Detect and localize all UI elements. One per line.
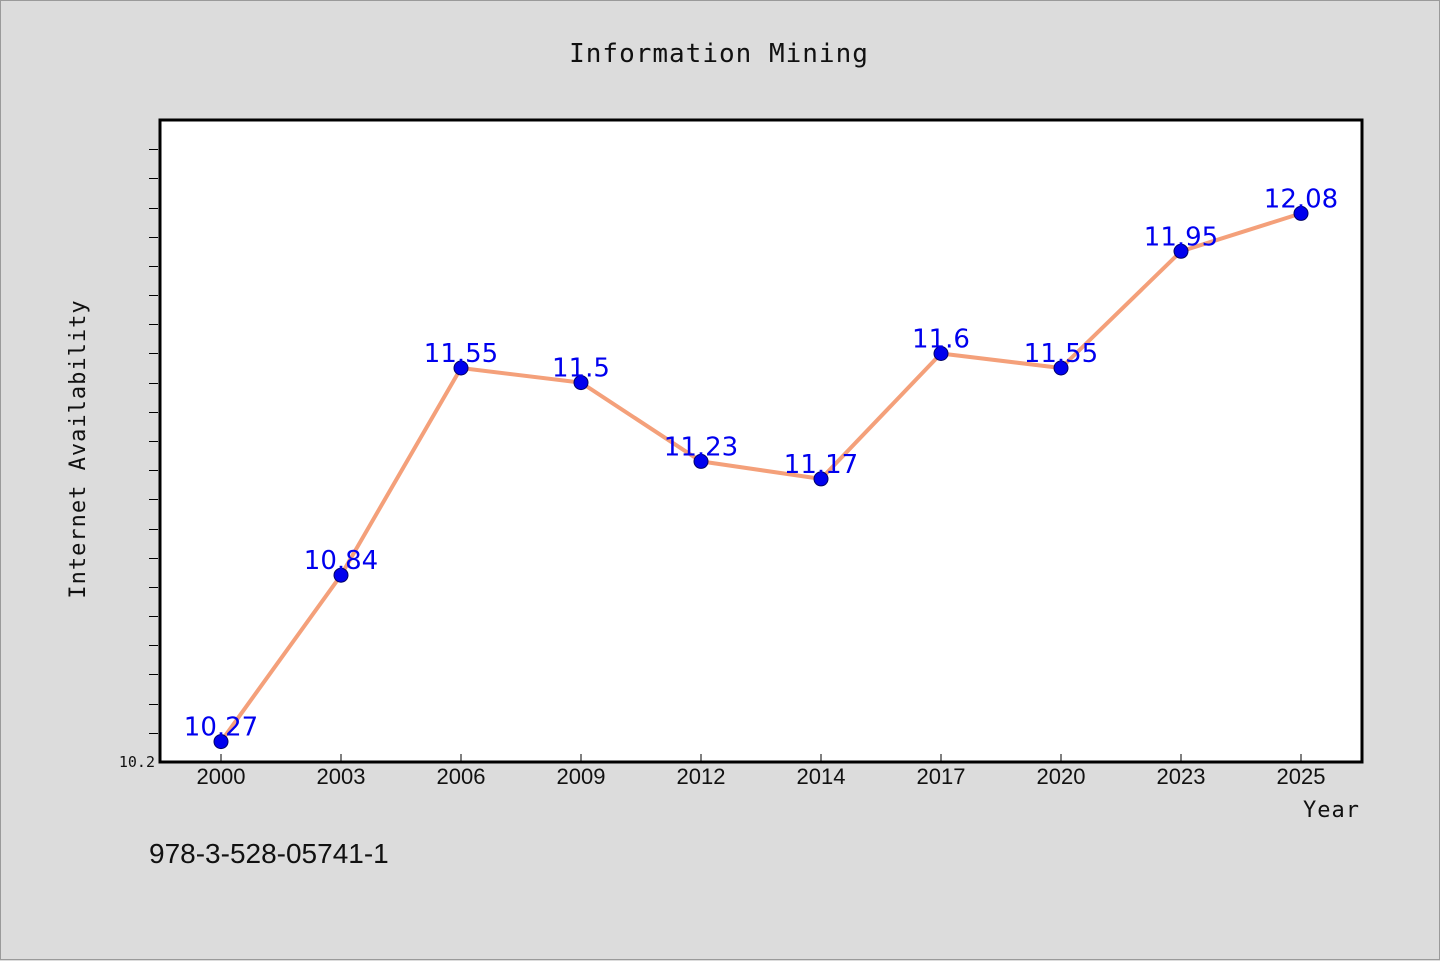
data-point (933, 346, 949, 361)
data-label: 11.6 (912, 325, 970, 355)
x-tick-label: 2017 (917, 764, 966, 789)
data-point (333, 567, 349, 583)
data-point (1173, 243, 1189, 259)
x-tick-label: 2025 (1277, 764, 1326, 789)
chart-title: Information Mining (569, 39, 869, 69)
data-point (573, 375, 589, 391)
x-axis-ticks: 2000 2003 2006 2009 2012 2014 2017 2020 2023 2025 (197, 754, 1326, 789)
y-axis-ticks: 10.2 (119, 149, 158, 771)
data-label: 11.55 (424, 339, 498, 369)
data-label: 12.08 (1264, 184, 1338, 214)
data-point (1293, 205, 1309, 221)
series-layer: 10.27 10.84 11.55 11.5 11.23 11.17 11.6 11.55 11… (184, 184, 1338, 750)
data-point (453, 360, 469, 376)
data-point (693, 453, 709, 469)
x-tick-label: 2003 (317, 764, 366, 789)
x-tick-label: 2020 (1037, 764, 1086, 789)
data-point (813, 471, 829, 487)
data-label: 11.95 (1144, 222, 1218, 252)
x-axis-title: Year (1303, 798, 1360, 823)
data-label: 10.27 (184, 713, 258, 743)
data-label: 11.5 (552, 354, 610, 384)
x-tick-label: 2009 (557, 764, 606, 789)
y-axis-title: Internet Availability (66, 299, 91, 598)
data-label: 11.23 (664, 432, 738, 462)
isbn-text: 978-3-528-05741-1 (149, 838, 389, 869)
series-line (219, 211, 1303, 744)
data-label: 11.55 (1024, 339, 1098, 369)
plot-area (158, 118, 1364, 764)
x-tick-label: 2014 (797, 764, 846, 789)
x-tick-label: 2012 (677, 764, 726, 789)
x-tick-label: 2000 (197, 764, 246, 789)
data-label: 10.84 (304, 546, 378, 576)
data-point (1053, 360, 1069, 376)
y-tick-label: 10.2 (119, 753, 155, 771)
data-label: 11.17 (784, 450, 858, 480)
x-tick-label: 2006 (437, 764, 486, 789)
x-tick-label: 2023 (1157, 764, 1206, 789)
data-point (213, 734, 229, 750)
